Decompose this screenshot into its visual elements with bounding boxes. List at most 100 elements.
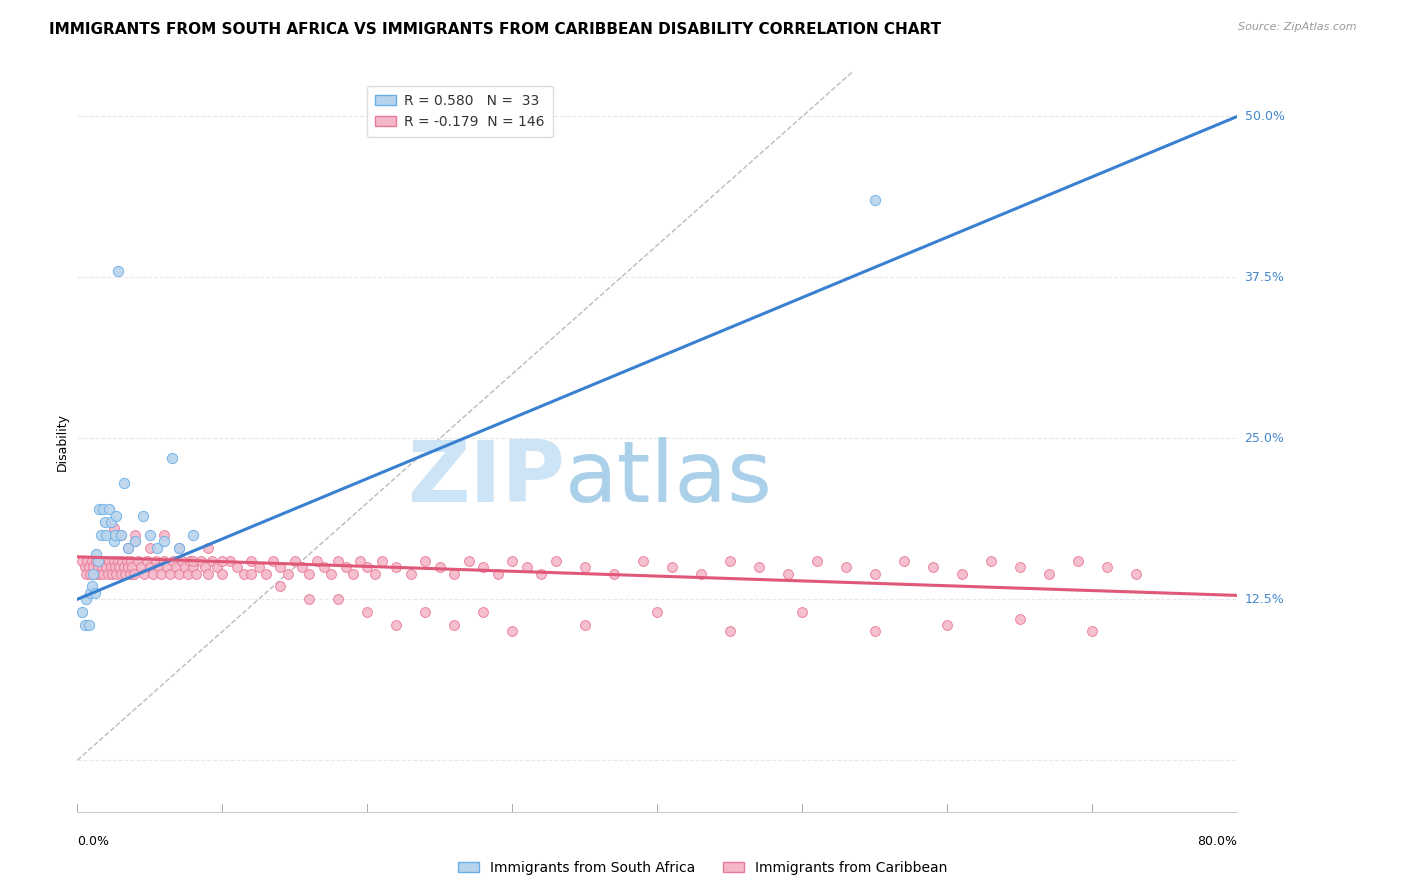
Point <box>142 566 165 581</box>
Point <box>218 554 240 568</box>
Point <box>100 515 122 529</box>
Text: 37.5%: 37.5% <box>1244 271 1285 284</box>
Point <box>86 560 108 574</box>
Point <box>472 605 495 619</box>
Point <box>131 508 153 523</box>
Point <box>921 560 943 574</box>
Point <box>718 624 741 639</box>
Point <box>117 560 139 574</box>
Point <box>148 560 170 574</box>
Point <box>124 534 146 549</box>
Point <box>247 560 270 574</box>
Point <box>153 554 176 568</box>
Text: 25.0%: 25.0% <box>1244 432 1285 445</box>
Point <box>98 554 121 568</box>
Point <box>950 566 973 581</box>
Point <box>110 528 132 542</box>
Point <box>160 450 183 465</box>
Point <box>776 566 799 581</box>
Point <box>1081 624 1104 639</box>
Point <box>101 566 124 581</box>
Point <box>806 554 828 568</box>
Point <box>86 554 108 568</box>
Point <box>122 566 145 581</box>
Point <box>179 554 201 568</box>
Point <box>413 554 436 568</box>
Point <box>1008 560 1031 574</box>
Point <box>183 554 205 568</box>
Point <box>150 566 173 581</box>
Point <box>100 560 122 574</box>
Point <box>173 560 195 574</box>
Point <box>356 560 378 574</box>
Point <box>103 521 125 535</box>
Point <box>176 566 198 581</box>
Point <box>291 560 314 574</box>
Point <box>718 554 741 568</box>
Point <box>110 566 132 581</box>
Point <box>371 554 394 568</box>
Point <box>77 560 100 574</box>
Point <box>443 566 465 581</box>
Point <box>114 566 136 581</box>
Text: 0.0%: 0.0% <box>77 835 110 848</box>
Point <box>170 554 193 568</box>
Point <box>835 560 858 574</box>
Point <box>298 592 321 607</box>
Point <box>75 566 97 581</box>
Point <box>399 566 422 581</box>
Point <box>90 528 111 542</box>
Point <box>328 592 350 607</box>
Point <box>162 554 184 568</box>
Point <box>96 560 118 574</box>
Point <box>277 566 299 581</box>
Point <box>240 566 263 581</box>
Point <box>110 528 132 542</box>
Point <box>262 554 284 568</box>
Point <box>631 554 654 568</box>
Point <box>145 554 167 568</box>
Point <box>342 566 364 581</box>
Point <box>240 554 263 568</box>
Point <box>153 534 176 549</box>
Point <box>153 528 176 542</box>
Point <box>936 618 959 632</box>
Point <box>103 534 125 549</box>
Text: 50.0%: 50.0% <box>1244 110 1285 123</box>
Point <box>165 560 187 574</box>
Point <box>385 560 408 574</box>
Point <box>574 560 596 574</box>
Point <box>205 560 228 574</box>
Point <box>80 554 103 568</box>
Point <box>97 566 120 581</box>
Point <box>501 624 523 639</box>
Point <box>305 554 328 568</box>
Point <box>335 560 357 574</box>
Point <box>530 566 553 581</box>
Point <box>863 193 886 207</box>
Point <box>127 554 149 568</box>
Point <box>75 592 97 607</box>
Point <box>96 528 118 542</box>
Point <box>93 566 115 581</box>
Text: IMMIGRANTS FROM SOUTH AFRICA VS IMMIGRANTS FROM CARIBBEAN DISABILITY CORRELATION: IMMIGRANTS FROM SOUTH AFRICA VS IMMIGRAN… <box>49 22 942 37</box>
Point <box>863 566 886 581</box>
Point <box>486 566 509 581</box>
Point <box>98 502 121 516</box>
Point <box>647 605 669 619</box>
Point <box>748 560 770 574</box>
Point <box>312 560 335 574</box>
Point <box>124 534 146 549</box>
Point <box>121 560 143 574</box>
Point <box>661 560 683 574</box>
Text: 80.0%: 80.0% <box>1198 835 1237 848</box>
Point <box>429 560 451 574</box>
Point <box>79 586 101 600</box>
Point <box>83 586 105 600</box>
Point <box>1095 560 1118 574</box>
Point <box>115 554 138 568</box>
Point <box>118 566 141 581</box>
Point <box>103 554 125 568</box>
Point <box>328 554 350 568</box>
Point <box>225 560 247 574</box>
